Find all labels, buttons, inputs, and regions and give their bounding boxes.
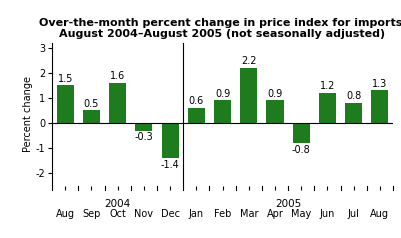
Bar <box>293 123 310 143</box>
Title: Over-the-month percent change in price index for imports,
August 2004–August 200: Over-the-month percent change in price i… <box>39 18 401 39</box>
Text: 1.2: 1.2 <box>320 81 335 91</box>
Bar <box>214 100 231 123</box>
Bar <box>371 90 389 123</box>
Bar <box>109 83 126 123</box>
Text: 0.9: 0.9 <box>215 89 230 99</box>
Text: -0.8: -0.8 <box>292 144 311 154</box>
Text: 0.9: 0.9 <box>267 89 283 99</box>
Text: 0.6: 0.6 <box>189 96 204 106</box>
Text: 1.3: 1.3 <box>372 79 387 89</box>
Bar <box>136 123 152 130</box>
Bar <box>240 68 257 123</box>
Text: -0.3: -0.3 <box>134 132 153 142</box>
Bar <box>188 108 205 123</box>
Text: 2005: 2005 <box>275 199 301 209</box>
Bar <box>162 123 178 158</box>
Text: 0.8: 0.8 <box>346 91 361 101</box>
Text: 1.6: 1.6 <box>110 71 125 81</box>
Bar <box>83 110 100 123</box>
Y-axis label: Percent change: Percent change <box>23 76 32 152</box>
Bar <box>57 85 74 123</box>
Bar <box>267 100 284 123</box>
Text: 0.5: 0.5 <box>84 99 99 109</box>
Text: 2.2: 2.2 <box>241 56 257 66</box>
Text: 1.5: 1.5 <box>58 74 73 84</box>
Bar <box>319 93 336 123</box>
Text: 2004: 2004 <box>105 199 131 209</box>
Text: -1.4: -1.4 <box>161 160 180 170</box>
Bar <box>345 103 362 123</box>
